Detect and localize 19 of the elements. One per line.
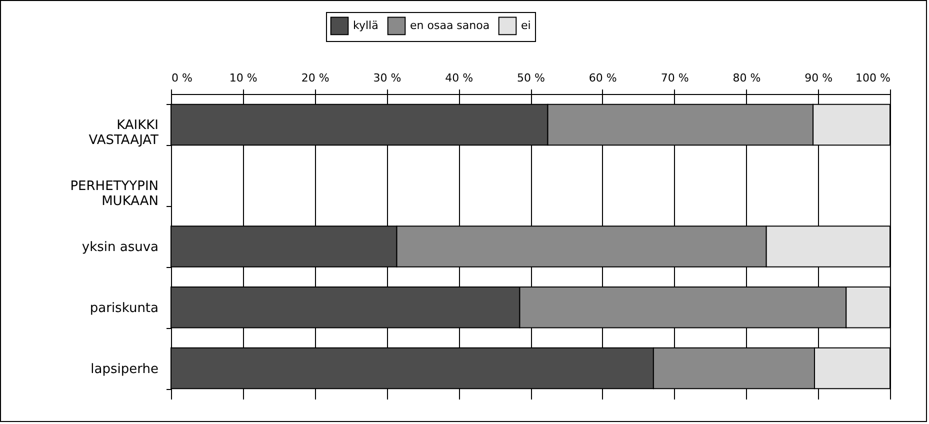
x-tick-label: 90 % bbox=[804, 72, 833, 84]
legend-label: kyllä bbox=[353, 18, 378, 32]
y-tick-label: lapsiperhe bbox=[90, 362, 158, 377]
x-tick-label: 10 % bbox=[229, 72, 258, 84]
y-tick-label: yksin asuva bbox=[82, 240, 158, 255]
x-tick-label: 50 % bbox=[517, 72, 545, 84]
x-tick-label: 0 % bbox=[172, 72, 192, 84]
x-tick-label: 60 % bbox=[588, 72, 617, 84]
y-tick-label: KAIKKI VASTAAJAT bbox=[88, 118, 159, 148]
x-tick-label: 70 % bbox=[660, 72, 689, 84]
x-tick-label: 20 % bbox=[301, 72, 330, 84]
x-tick-label: 100 % bbox=[856, 72, 890, 84]
y-tick-label: pariskunta bbox=[90, 300, 158, 316]
x-tick-label: 30 % bbox=[373, 72, 402, 84]
x-tick-label: 40 % bbox=[445, 72, 474, 84]
legend-label: ei bbox=[521, 18, 531, 32]
y-tick-label: PERHETYYPIN MUKAAN bbox=[70, 179, 158, 210]
legend-label: en osaa sanoa bbox=[410, 18, 490, 32]
x-tick-label: 80 % bbox=[732, 72, 761, 84]
